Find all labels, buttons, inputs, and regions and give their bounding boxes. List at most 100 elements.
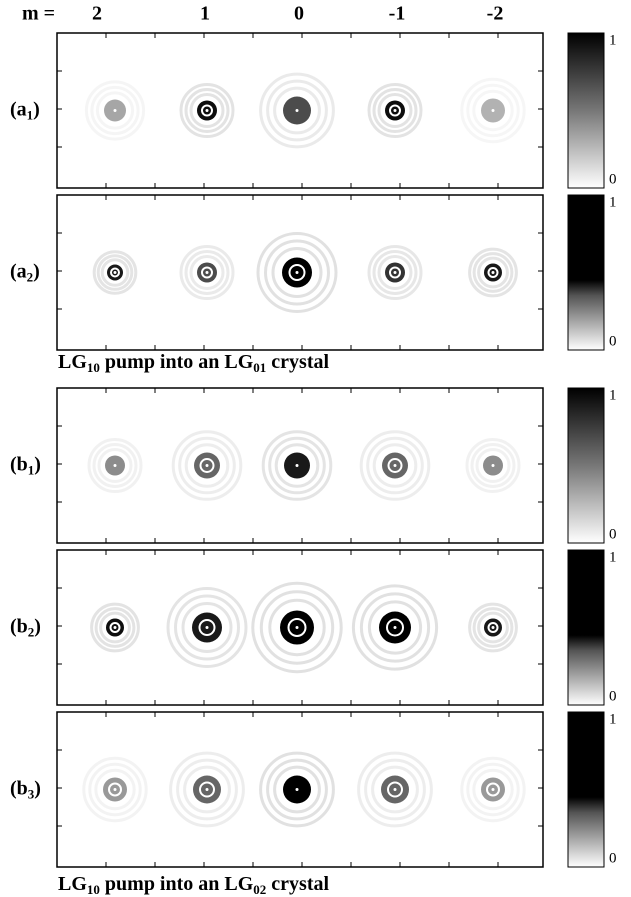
diffraction-ring (366, 436, 424, 495)
panel-label-sub: 1 (27, 107, 34, 122)
beam-center (393, 788, 397, 791)
diffraction-ring (176, 758, 238, 821)
colorbar-max: 1 (609, 32, 617, 48)
beam-ring (288, 264, 306, 281)
colorbar-max: 1 (609, 194, 617, 210)
order-label: -1 (389, 3, 406, 25)
beam-center (295, 626, 299, 629)
panel-label-close: ) (34, 777, 41, 799)
diffraction-ring (460, 756, 526, 823)
caption-text: pump into an LG (100, 873, 254, 895)
diffraction-ring (351, 584, 439, 671)
diffraction-ring (88, 762, 142, 817)
diffraction-ring (266, 79, 328, 142)
caption-text: pump into an LG (100, 351, 254, 373)
colorbar-min: 0 (609, 333, 617, 349)
diffraction-ring (179, 83, 235, 138)
beam-center (205, 626, 209, 629)
diffraction-ring (92, 250, 138, 295)
diffraction-ring (179, 245, 235, 300)
diffraction-ring (94, 607, 136, 648)
caption-sub: 01 (253, 360, 266, 375)
beam-ring (389, 266, 401, 279)
caption-text: LG (58, 873, 87, 895)
diffraction-ring (371, 765, 419, 814)
diffraction-ring (264, 239, 330, 306)
diffraction-ring (96, 254, 134, 291)
diffraction-ring (184, 443, 230, 488)
diffraction-ring (466, 83, 520, 138)
order-label: 0 (294, 3, 304, 25)
diffraction-ring (268, 598, 326, 657)
panel-label-close: ) (34, 453, 41, 475)
beam-center (491, 109, 495, 112)
diffraction-ring (95, 91, 135, 130)
diffraction-ring (372, 443, 418, 488)
diffraction-ring (377, 255, 413, 290)
colorbar-max: 1 (609, 387, 617, 403)
colorbar (567, 32, 605, 189)
beam-ring (386, 618, 404, 637)
panel-label-sub: 3 (28, 786, 35, 801)
diffraction-ring (259, 751, 335, 828)
caption-text: crystal (266, 351, 329, 373)
diffraction-ring (84, 80, 146, 141)
beam-ring (387, 458, 403, 473)
m-label: m = (22, 3, 55, 25)
diffraction-ring (97, 448, 133, 483)
beam-center (205, 464, 209, 467)
diffraction-ring (475, 448, 511, 483)
panel-label: (a1) (10, 98, 40, 122)
diffraction-ring (274, 443, 320, 488)
diffraction-ring (357, 751, 433, 828)
colorbar (567, 387, 605, 544)
panel-label-sub: 2 (28, 624, 35, 639)
diffraction-ring (189, 93, 225, 128)
beam-center (113, 109, 117, 112)
diffraction-ring (100, 258, 130, 287)
diffraction-ring (181, 602, 233, 653)
beam-center (113, 788, 117, 791)
order-label: 2 (92, 3, 102, 25)
beam-ring (199, 781, 215, 798)
diffraction-ring (372, 88, 418, 133)
diffraction-ring (268, 436, 326, 495)
beam-center (205, 271, 209, 274)
diffraction-ring (178, 436, 236, 495)
diffraction-ring (166, 587, 248, 668)
beam-ring (108, 782, 122, 797)
colorbar-max: 1 (609, 711, 617, 727)
colorbar (567, 549, 605, 706)
beam-ring (109, 622, 121, 633)
diffraction-ring (460, 77, 526, 144)
caption-text: LG (58, 351, 87, 373)
diffraction-ring (477, 256, 509, 289)
beam-center (295, 788, 299, 791)
panel-label-text: (b (10, 777, 28, 799)
diffraction-ring (184, 250, 230, 295)
diffraction-ring (259, 72, 335, 149)
beam-center (393, 464, 397, 467)
beam-ring (201, 266, 213, 279)
diffraction-ring (82, 756, 148, 823)
beam-center (295, 271, 299, 274)
diffraction-ring (468, 602, 518, 653)
beam-ring (487, 622, 499, 633)
diffraction-ring (90, 602, 140, 653)
beam-ring (287, 618, 307, 637)
panel-label: (b2) (10, 615, 41, 639)
panel-label-close: ) (33, 98, 40, 120)
diffraction-ring (251, 581, 343, 674)
panel-label-sub: 2 (27, 269, 34, 284)
beam-center (205, 788, 209, 791)
panel-label-text: (a (10, 98, 27, 120)
beam-center (113, 464, 117, 467)
diffraction-ring (364, 758, 426, 821)
panel-label: (a2) (10, 260, 40, 284)
panel-label-sub: 1 (28, 462, 35, 477)
beam-center (113, 271, 117, 274)
diffraction-ring (472, 89, 514, 132)
diffraction-ring (273, 765, 321, 814)
beam-ring (387, 781, 403, 798)
panel-label: (b1) (10, 453, 41, 477)
